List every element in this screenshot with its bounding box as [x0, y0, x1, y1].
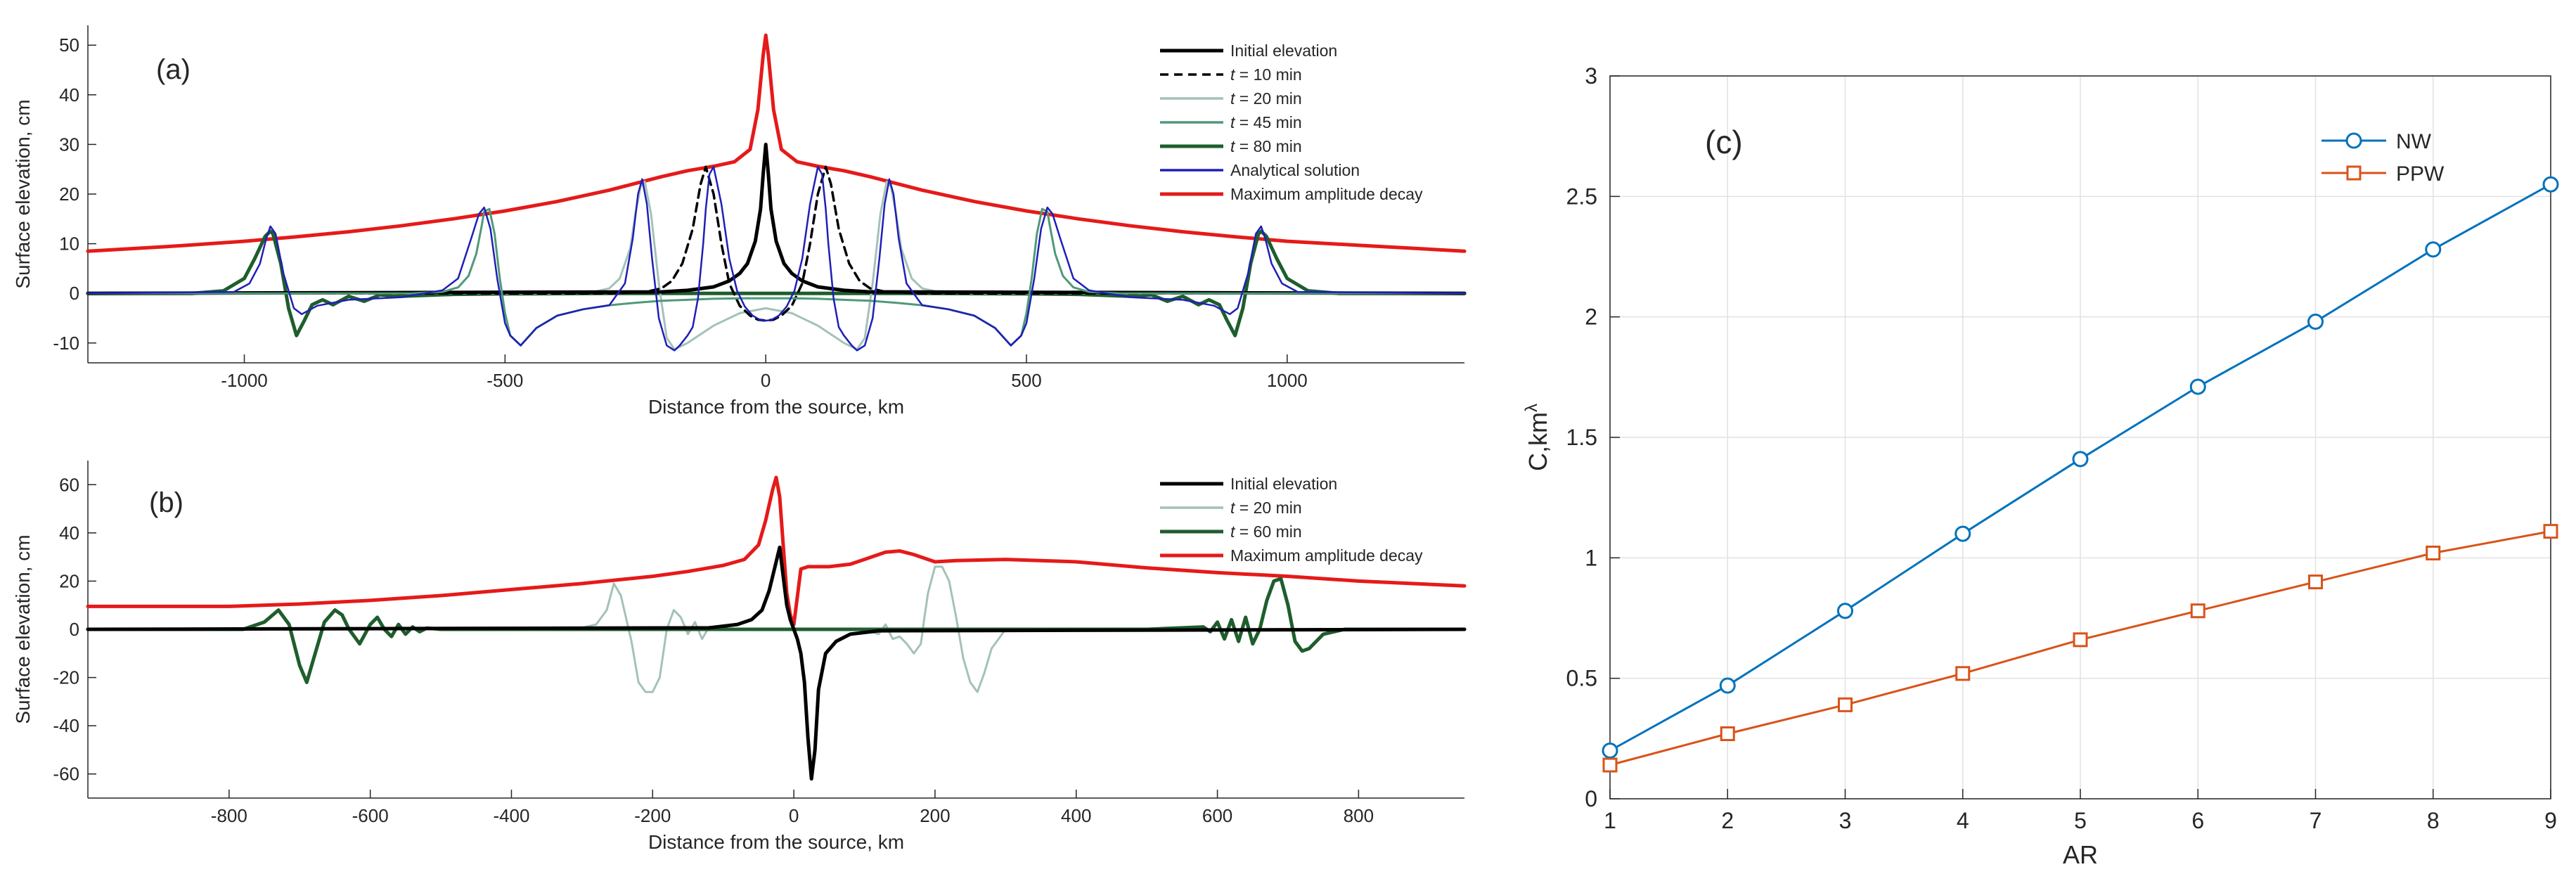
y-axis-label: C,kmλ	[1522, 404, 1552, 471]
y-tick-label: 30	[59, 134, 79, 155]
marker-nw	[2425, 241, 2442, 258]
x-tick-label: 400	[1061, 805, 1091, 826]
y-axis-label: Surface elevation, cm	[12, 99, 34, 288]
series-line-t-10-min	[86, 165, 1466, 322]
marker-nw	[2072, 451, 2089, 468]
y-tick-label: -20	[53, 667, 79, 688]
series-line-maximum-amplitude-decay	[86, 33, 1467, 253]
x-tick-label: 5	[2074, 808, 2087, 833]
marker-ppw	[2543, 524, 2558, 539]
legend-entry-initial-elevation: Initial elevation	[1230, 41, 1337, 60]
series-line-t-45-min	[86, 207, 1466, 347]
legend-entry-t-20-min: t = 20 min	[1230, 89, 1302, 108]
marker-ppw	[2426, 545, 2441, 560]
x-tick-label: 1000	[1267, 370, 1308, 391]
legend-entry-analytical-solution: Analytical solution	[1230, 161, 1360, 179]
x-tick-label: 8	[2427, 808, 2440, 833]
x-tick-label: -200	[634, 805, 671, 826]
x-tick-label: 7	[2310, 808, 2322, 833]
x-tick-label: 9	[2544, 808, 2557, 833]
y-tick-label: 40	[59, 522, 79, 544]
marker-nw	[2307, 314, 2324, 330]
marker-nw	[2542, 176, 2559, 193]
x-tick-label: 4	[1957, 808, 1969, 833]
marker-nw	[1837, 603, 1853, 619]
legend-entry-maximum-amplitude-decay: Maximum amplitude decay	[1230, 185, 1423, 203]
legend-entry-ppw: PPW	[2396, 162, 2445, 186]
marker-ppw	[1720, 726, 1735, 741]
legend-entry-maximum-amplitude-decay: Maximum amplitude decay	[1230, 546, 1423, 565]
legend-marker-ppw	[2346, 165, 2362, 181]
x-tick-label: 1	[1604, 808, 1616, 833]
y-tick-label: -40	[53, 715, 79, 736]
y-tick-label: 3	[1585, 63, 1597, 89]
marker-ppw	[2308, 574, 2323, 590]
series-line-t-80-min	[86, 229, 1467, 338]
x-tick-label: 0	[789, 805, 799, 826]
y-tick-label: 20	[59, 184, 79, 205]
y-tick-label: 40	[59, 84, 79, 105]
x-tick-label: -1000	[221, 370, 268, 391]
y-tick-label: -10	[53, 333, 79, 354]
legend-entry-nw: NW	[2396, 130, 2432, 153]
marker-ppw	[1955, 666, 1971, 681]
marker-ppw	[2073, 632, 2088, 648]
series-line-t-20-min	[86, 180, 1466, 351]
y-tick-label: 2	[1585, 304, 1597, 330]
panel-b: -800 -600 -400 -200 0 200 400 600 800-60-40-2002…	[12, 461, 1467, 853]
series-line-analytical-solution	[86, 165, 1466, 352]
x-tick-label: 600	[1202, 805, 1232, 826]
x-tick-label: 800	[1344, 805, 1374, 826]
marker-nw	[1602, 742, 1618, 759]
x-axis-label: Distance from the source, km	[648, 396, 904, 418]
y-tick-label: 10	[59, 233, 79, 255]
y-tick-label: 1.5	[1566, 425, 1597, 450]
x-tick-label: 3	[1839, 808, 1852, 833]
panel-c: 1 2 3 4 5 6 7 8 9 0 0.5 1 1.5 2 2.5 3 AR C,kmλ (c) NW PPW	[1522, 63, 2559, 869]
panel-label: (a)	[156, 54, 191, 85]
y-tick-label: 2.5	[1566, 184, 1597, 209]
panel-label: (b)	[149, 487, 183, 518]
panel-label: (c)	[1705, 124, 1743, 160]
series-line-initial-elevation	[86, 142, 1467, 295]
y-tick-label: 1	[1585, 545, 1597, 570]
legend-entry-initial-elevation: Initial elevation	[1230, 475, 1337, 493]
y-tick-label: 0	[1585, 786, 1597, 811]
marker-nw	[2189, 378, 2206, 395]
legend-entry-t-80-min: t = 80 min	[1230, 137, 1302, 155]
legend-entry-t-60-min: t = 60 min	[1230, 522, 1302, 541]
x-tick-label: -400	[493, 805, 529, 826]
panel-a: -1000 -500 0 500 1000 -10 0 10 20 30 40 50 Distance …	[12, 25, 1467, 418]
x-axis-label: AR	[2063, 840, 2098, 869]
y-tick-label: 20	[59, 570, 79, 591]
y-tick-label: 0	[70, 283, 79, 304]
y-tick-label: 60	[59, 474, 79, 495]
series-line-initial-elevation	[86, 545, 1467, 781]
y-tick-label: -60	[53, 764, 79, 785]
legend-marker-nw	[2345, 132, 2362, 149]
y-tick-label: 0.5	[1566, 666, 1597, 691]
x-tick-label: 500	[1011, 370, 1041, 391]
x-tick-label: -800	[211, 805, 247, 826]
y-tick-label: 0	[70, 619, 79, 640]
legend-entry-t-10-min: t = 10 min	[1230, 65, 1302, 84]
legend-entry-t-45-min: t = 45 min	[1230, 113, 1302, 131]
x-axis-label: Distance from the source, km	[648, 831, 904, 853]
marker-ppw	[1838, 697, 1853, 712]
marker-nw	[1954, 525, 1971, 542]
y-tick-label: 50	[59, 34, 79, 56]
x-tick-label: 2	[1721, 808, 1734, 833]
x-tick-label: 6	[2191, 808, 2204, 833]
x-tick-label: -500	[487, 370, 523, 391]
legend-entry-t-20-min: t = 20 min	[1230, 499, 1302, 517]
marker-ppw	[2190, 603, 2205, 619]
x-tick-label: 200	[920, 805, 950, 826]
marker-ppw	[1602, 757, 1618, 773]
marker-nw	[1719, 677, 1736, 694]
y-axis-label: Surface elevation, cm	[12, 534, 34, 724]
x-tick-label: -600	[352, 805, 389, 826]
x-tick-label: 0	[761, 370, 771, 391]
